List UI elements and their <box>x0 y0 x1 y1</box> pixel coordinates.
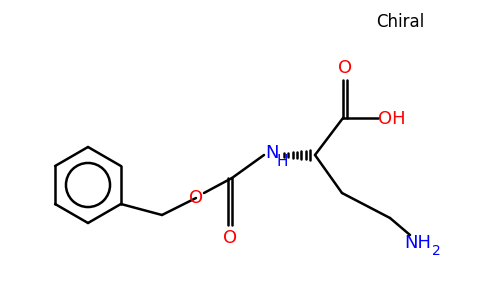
Text: O: O <box>223 229 237 247</box>
Text: OH: OH <box>378 110 406 128</box>
Text: H: H <box>276 154 288 169</box>
Text: N: N <box>265 144 279 162</box>
Text: O: O <box>338 59 352 77</box>
Text: NH: NH <box>405 234 432 252</box>
Text: Chiral: Chiral <box>376 13 424 31</box>
Text: 2: 2 <box>432 244 440 258</box>
Text: O: O <box>189 189 203 207</box>
